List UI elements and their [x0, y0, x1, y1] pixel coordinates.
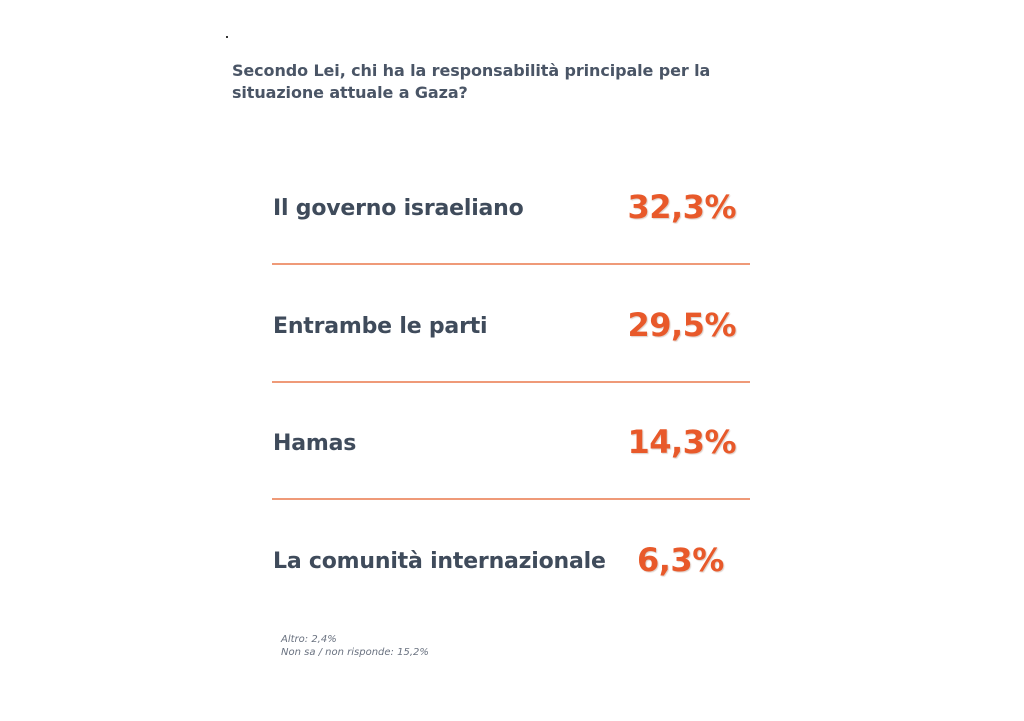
result-label: Il governo israeliano — [273, 196, 524, 221]
result-label: La comunità internazionale — [273, 549, 606, 574]
result-value: 29,5% — [627, 306, 736, 344]
note-dont-know: Non sa / non risponde: 15,2% — [281, 647, 429, 658]
result-label: Entrambe le parti — [273, 314, 488, 339]
result-row: Hamas 14,3% — [272, 423, 750, 483]
separator-line — [272, 498, 750, 500]
separator-line — [272, 381, 750, 383]
note-other: Altro: 2,4% — [281, 634, 337, 645]
stray-dot — [226, 36, 228, 38]
result-row: La comunità internazionale 6,3% — [272, 541, 750, 601]
separator-line — [272, 263, 750, 265]
result-label: Hamas — [273, 431, 357, 456]
result-value: 14,3% — [627, 423, 736, 461]
footnotes: Altro: 2,4% Non sa / non risponde: 15,2% — [281, 633, 429, 659]
result-value: 6,3% — [637, 541, 724, 579]
result-row: Il governo israeliano 32,3% — [272, 188, 750, 248]
result-value: 32,3% — [627, 188, 736, 226]
result-row: Entrambe le parti 29,5% — [272, 306, 750, 366]
question-title: Secondo Lei, chi ha la responsabilità pr… — [232, 61, 711, 102]
